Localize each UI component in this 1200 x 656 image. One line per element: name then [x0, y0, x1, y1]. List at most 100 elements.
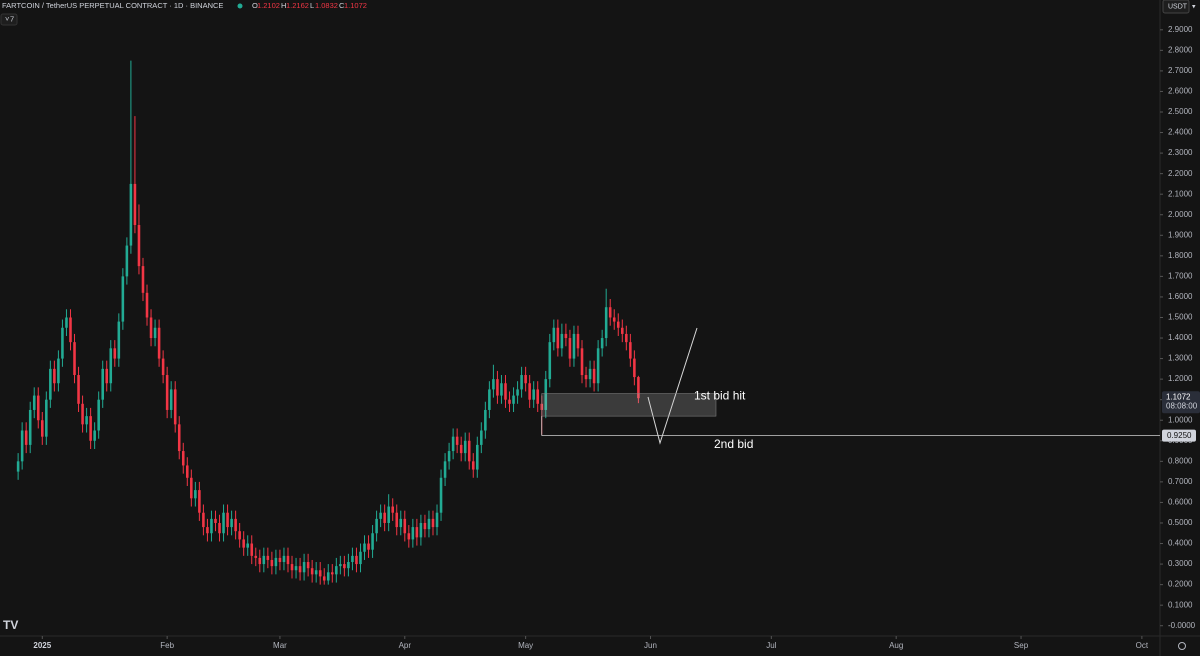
candle-body: [355, 555, 358, 565]
candle-body: [41, 420, 44, 437]
ohlc-value: 1.2102: [257, 1, 280, 10]
candle-body: [133, 183, 137, 226]
ohlc-label: H: [281, 1, 286, 10]
candle-body: [32, 395, 36, 410]
candle-body: [318, 570, 322, 577]
projection-path: [647, 327, 698, 445]
candle-body: [403, 518, 407, 534]
candle-body: [141, 266, 145, 293]
candle-body: [367, 543, 370, 550]
candle-body: [165, 375, 169, 410]
currency-button[interactable]: [1162, 0, 1190, 14]
candle-body: [471, 461, 475, 470]
candle-body: [314, 570, 318, 575]
countdown-label: 08:08:00: [1166, 401, 1198, 410]
candle-body: [149, 317, 153, 339]
candle-body: [186, 465, 189, 478]
candle-body: [496, 379, 499, 396]
candle-body: [290, 564, 294, 571]
candle-body: [629, 342, 632, 359]
y-tick-label: 2.7000: [1168, 66, 1193, 75]
candle-body: [282, 555, 286, 563]
candle-body: [351, 555, 354, 563]
candle-body: [600, 338, 604, 349]
candle-body: [532, 389, 535, 400]
candle-body: [97, 399, 100, 431]
candle-body: [371, 533, 374, 550]
candle-body: [137, 225, 141, 267]
candle-body: [214, 518, 217, 523]
y-tick-label: 0.3000: [1168, 559, 1193, 568]
logo[interactable]: TV: [3, 618, 18, 632]
candle-body: [447, 451, 451, 462]
ohlc-value: 1.0832: [315, 1, 338, 10]
candle-body: [49, 368, 52, 400]
candle-body: [463, 440, 467, 454]
candle-body: [439, 477, 443, 513]
candle-body: [36, 395, 40, 421]
candle-body: [326, 572, 330, 581]
y-tick-label: 2.2000: [1168, 169, 1193, 178]
candle-body: [467, 440, 471, 462]
candle-body: [395, 512, 399, 528]
y-tick-label: 0.1000: [1168, 600, 1193, 609]
candle-body: [387, 506, 390, 523]
candle-body: [423, 522, 427, 530]
candle-body: [608, 307, 612, 318]
candle-body: [347, 562, 350, 569]
candle-body: [379, 512, 382, 519]
candle-body: [576, 333, 580, 349]
candle-body: [117, 321, 121, 359]
candle-body: [612, 317, 616, 322]
candle-body: [194, 490, 197, 499]
candles: [16, 60, 640, 585]
candle-body: [198, 490, 201, 513]
candle-body: [109, 348, 113, 384]
candle-body: [488, 389, 491, 410]
candle-body: [556, 327, 560, 349]
candle-body: [242, 539, 245, 548]
market-status-dot: [237, 3, 243, 9]
y-tick-label: 2.6000: [1168, 87, 1193, 96]
candle-body: [113, 348, 117, 359]
candle-body: [169, 389, 173, 410]
candle-body: [476, 444, 479, 470]
candle-body: [190, 477, 193, 499]
candle-body: [322, 576, 326, 581]
candle-body: [339, 564, 342, 567]
y-tick-label: 1.6000: [1168, 292, 1193, 301]
candle-body: [286, 555, 290, 565]
candle-body: [524, 375, 527, 384]
candle-body: [528, 383, 531, 400]
candle-body: [375, 518, 378, 534]
candle-body: [443, 461, 447, 478]
candle-body: [306, 562, 310, 569]
annotation: 1st bid hit: [694, 389, 746, 403]
y-tick-label: 2.0000: [1168, 210, 1193, 219]
x-tick-label: Aug: [889, 641, 903, 650]
ohlc-label: C: [339, 1, 345, 10]
candle-body: [218, 522, 221, 534]
candle-body: [480, 430, 483, 445]
candle-body: [65, 317, 68, 328]
candle-body: [383, 512, 386, 523]
settings-icon[interactable]: [1178, 642, 1186, 650]
y-tick-label: 1.4000: [1168, 333, 1193, 342]
y-tick-label: 1.3000: [1168, 354, 1193, 363]
header: FARTCOIN / TetherUS PERPETUAL CONTRACT ·…: [2, 1, 243, 10]
level-price-box: [1162, 429, 1196, 442]
y-tick-label: 0.7000: [1168, 477, 1193, 486]
indicator-toggle[interactable]: [0, 13, 18, 26]
candle-body: [415, 527, 419, 538]
candle-body: [298, 566, 302, 573]
x-tick-label: Jul: [766, 641, 776, 650]
bid-zone: [541, 393, 717, 417]
candle-body: [520, 375, 523, 390]
y-tick-label: 2.4000: [1168, 128, 1193, 137]
last-price-label: 1.1072: [1166, 392, 1191, 401]
y-tick-label: 1.9000: [1168, 230, 1193, 239]
candle-body: [85, 416, 88, 425]
candle-body: [274, 557, 278, 567]
ohlc-label: L: [310, 1, 314, 10]
